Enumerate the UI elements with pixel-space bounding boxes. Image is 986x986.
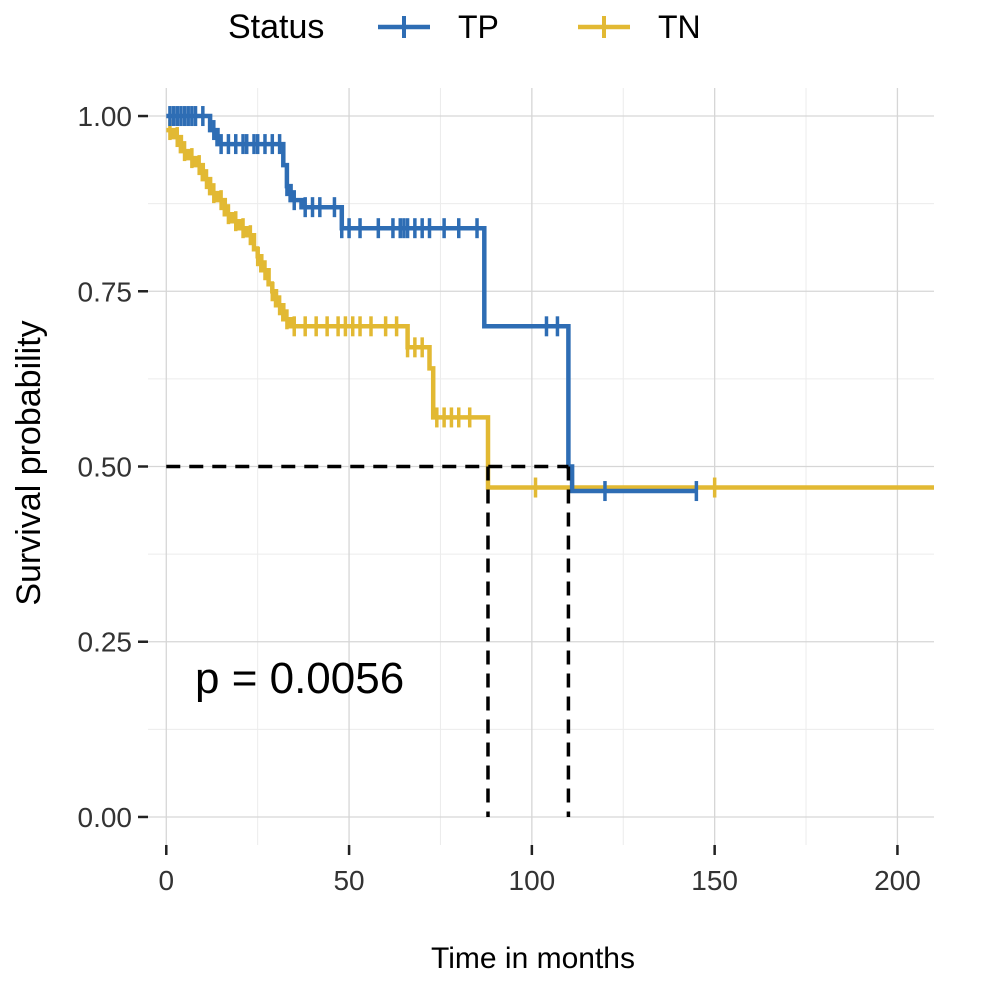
x-axis-label: Time in months	[431, 942, 635, 975]
y-tick-label: 0.50	[78, 452, 133, 483]
y-tick-label: 0.75	[78, 276, 133, 307]
x-tick-label: 100	[509, 865, 556, 896]
series-layer	[166, 106, 934, 502]
series-tn	[166, 120, 934, 498]
p-value-annotation: p = 0.0056	[195, 654, 404, 703]
x-tick-label: 0	[158, 865, 174, 896]
y-tick-label: 1.00	[78, 101, 133, 132]
legend-label-tn: TN	[658, 9, 701, 45]
legend-title: Status	[228, 8, 324, 46]
x-tick-label: 200	[874, 865, 921, 896]
grid-lines	[148, 88, 934, 845]
y-tick-label: 0.25	[78, 627, 133, 658]
series-tp	[166, 106, 699, 502]
x-tick-label: 50	[333, 865, 364, 896]
series-line-tp	[166, 113, 697, 494]
series-line-tn	[166, 127, 934, 490]
y-axis-label: Survival probability	[10, 320, 48, 605]
x-axis: 0 50 100 150 200	[158, 845, 921, 896]
median-lines	[166, 464, 571, 817]
legend: Status TP TN	[228, 8, 701, 46]
x-tick-label: 150	[691, 865, 738, 896]
y-axis: 0.00 0.25 0.50 0.75 1.00	[78, 101, 148, 833]
legend-label-tp: TP	[458, 9, 499, 45]
y-tick-label: 0.00	[78, 802, 133, 833]
